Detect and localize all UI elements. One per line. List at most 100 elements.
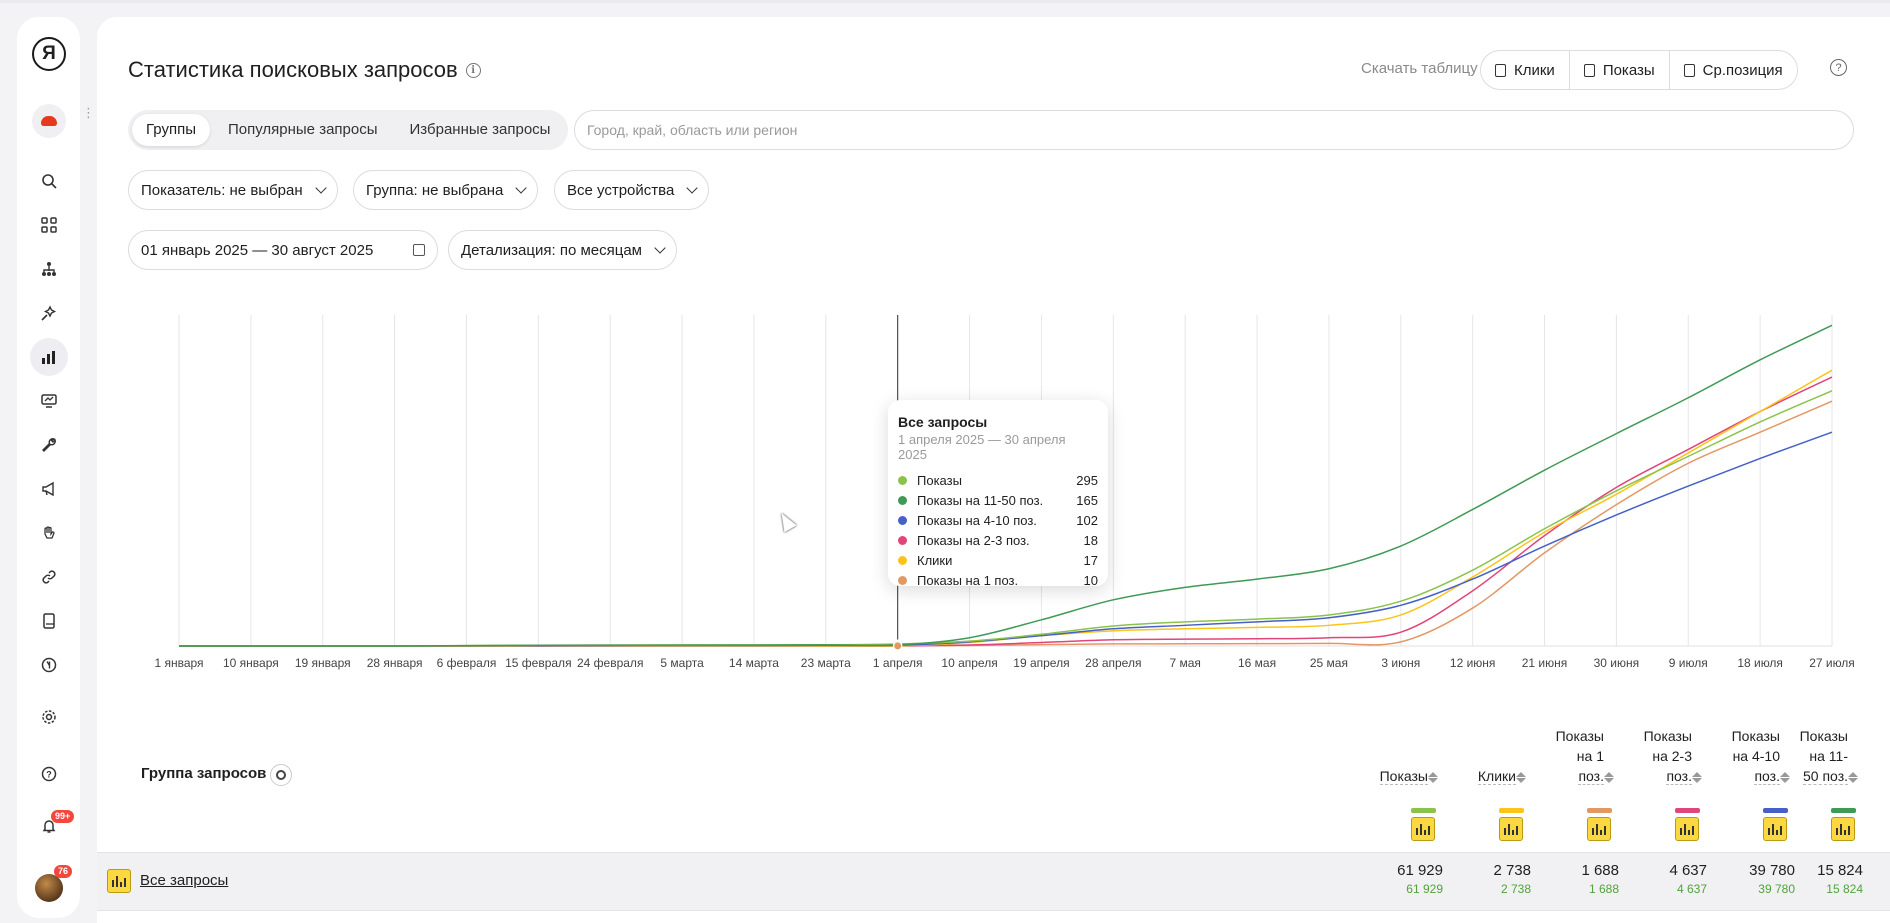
column-header[interactable]: Показы на 2-3 поз. [1644, 726, 1702, 786]
table-cell: 15 824 15 824 [1817, 862, 1863, 896]
hand-icon[interactable] [35, 519, 63, 547]
x-tick-label: 14 марта [729, 656, 779, 670]
tooltip-row-value: 165 [1076, 492, 1098, 508]
column-header[interactable]: Показы на 4-10 поз. [1732, 726, 1790, 786]
tooltip-row-value: 18 [1083, 532, 1098, 548]
column-header[interactable]: Клики [1477, 766, 1526, 786]
x-tick-label: 19 января [295, 656, 351, 670]
column-header[interactable]: Показы на 11- 50 поз. [1800, 726, 1858, 786]
column-header-text: поз. [1666, 768, 1692, 785]
column-chart-toggle-icon[interactable] [1499, 817, 1523, 841]
notifications-badge: 99+ [51, 810, 75, 823]
tooltip-row: Показы на 11-50 поз. 165 [898, 490, 1098, 510]
devices-dropdown[interactable]: Все устройства [554, 170, 710, 210]
column-header[interactable]: Показы на 1 поз. [1556, 726, 1614, 786]
column-chart-toggle-icon[interactable] [1831, 817, 1855, 841]
x-tick-label: 9 июля [1669, 656, 1708, 670]
help-icon[interactable]: ? [1830, 59, 1847, 76]
x-tick-label: 28 апреля [1085, 656, 1141, 670]
wrench-icon[interactable] [35, 431, 63, 459]
structure-icon[interactable] [35, 255, 63, 283]
x-tick-label: 5 марта [660, 656, 704, 670]
tab-popular-queries[interactable]: Популярные запросы [227, 121, 378, 138]
hover-point-5 [893, 641, 903, 651]
book-icon[interactable] [35, 607, 63, 635]
sort-icon[interactable] [1780, 771, 1790, 783]
statistics-icon[interactable] [30, 338, 68, 376]
row-chart-toggle-icon[interactable] [107, 869, 131, 893]
table-row[interactable] [97, 852, 1890, 911]
magic-icon[interactable] [35, 299, 63, 327]
help-icon[interactable]: ? [35, 760, 63, 788]
column-header-text: Клики [1477, 768, 1516, 785]
monitor-icon[interactable] [35, 387, 63, 415]
cell-subvalue: 39 780 [1758, 882, 1795, 896]
apps-icon[interactable] [35, 211, 63, 239]
tooltip-row-name: Показы на 1 поз. [917, 572, 1019, 588]
column-chart-toggle-icon[interactable] [1763, 817, 1787, 841]
legend-dot-icon [898, 575, 907, 585]
line-chart[interactable]: 1 января 10 января 19 января 28 января 6 фев… [0, 0, 1890, 700]
download-clicks-button[interactable]: Клики [1481, 51, 1570, 89]
column-chart-toggle-icon[interactable] [1675, 817, 1699, 841]
x-tick-label: 21 июня [1522, 656, 1568, 670]
column-header[interactable]: Показы [1379, 766, 1438, 786]
x-tick-label: 3 июня [1381, 656, 1420, 670]
x-tick-label: 30 июня [1594, 656, 1640, 670]
column-header-line: Показы [1555, 728, 1604, 744]
chart-tooltip: Все запросы 1 апреля 2025 — 30 апреля 20… [888, 400, 1108, 588]
sort-icon[interactable] [1692, 771, 1702, 783]
gear-icon[interactable] [35, 703, 63, 731]
legend-dot-icon [898, 475, 907, 485]
x-tick-label: 7 мая [1169, 656, 1200, 670]
series-color-swatch [1411, 808, 1436, 813]
search-icon[interactable] [35, 167, 63, 195]
file-icon [1583, 63, 1595, 77]
tooltip-row-value: 17 [1083, 552, 1098, 568]
group-dropdown[interactable]: Группа: не выбрана [353, 170, 539, 210]
sort-icon[interactable] [1516, 771, 1526, 783]
series-color-swatch [1675, 808, 1700, 813]
info-icon[interactable]: i [465, 62, 481, 78]
yandex-logo[interactable]: Я [32, 37, 66, 71]
x-tick-label: 27 июля [1809, 656, 1855, 670]
column-header-line: 50 поз. [1800, 766, 1858, 786]
tooltip-row: Показы на 4-10 поз. 102 [898, 510, 1098, 530]
cell-subvalue: 61 929 [1406, 882, 1443, 896]
detail-dropdown[interactable]: Детализация: по месяцам [448, 230, 677, 270]
site-favicon[interactable] [32, 104, 66, 138]
download-impressions-button[interactable]: Показы [1570, 51, 1670, 89]
tab-groups[interactable]: Группы [132, 114, 210, 146]
x-tick-label: 10 января [223, 656, 279, 670]
cell-subvalue: 1 688 [1588, 882, 1619, 896]
table-settings-icon[interactable] [270, 764, 292, 786]
megaphone-icon[interactable] [35, 475, 63, 503]
bell-icon[interactable] [35, 812, 63, 840]
column-chart-toggle-icon[interactable] [1411, 817, 1435, 841]
cell-subvalue: 4 637 [1676, 882, 1707, 896]
region-input[interactable]: Город, край, область или регион [574, 110, 1854, 150]
table-cell: 4 637 4 637 [1669, 862, 1707, 896]
download-avg-position-button[interactable]: Ср.позиция [1670, 51, 1797, 89]
series-color-swatch [1587, 808, 1612, 813]
series-color-swatch [1499, 808, 1524, 813]
indicator-dropdown[interactable]: Показатель: не выбран [128, 170, 338, 210]
date-range-picker[interactable]: 01 январь 2025 — 30 август 2025 [128, 230, 439, 270]
column-chart-toggle-icon[interactable] [1587, 817, 1611, 841]
tab-favorite-queries[interactable]: Избранные запросы [409, 121, 551, 138]
yandex-circle-icon[interactable] [35, 651, 63, 679]
cell-value: 39 780 [1749, 862, 1795, 879]
tooltip-row-name: Показы на 2-3 поз. [917, 532, 1030, 548]
x-tick-label: 18 июля [1737, 656, 1783, 670]
sort-icon[interactable] [1604, 771, 1614, 783]
sort-icon[interactable] [1848, 771, 1858, 783]
column-header-line: Показы [1643, 728, 1692, 744]
tooltip-row-value: 295 [1076, 472, 1098, 488]
sort-icon[interactable] [1428, 771, 1438, 783]
legend-dot-icon [898, 535, 907, 545]
row-label-all-queries[interactable]: Все запросы [140, 872, 229, 889]
link-icon[interactable] [35, 563, 63, 591]
column-header-line: Показы [1731, 728, 1780, 744]
download-avg-position-label: Ср.позиция [1702, 61, 1783, 79]
avatar[interactable] [35, 874, 63, 902]
